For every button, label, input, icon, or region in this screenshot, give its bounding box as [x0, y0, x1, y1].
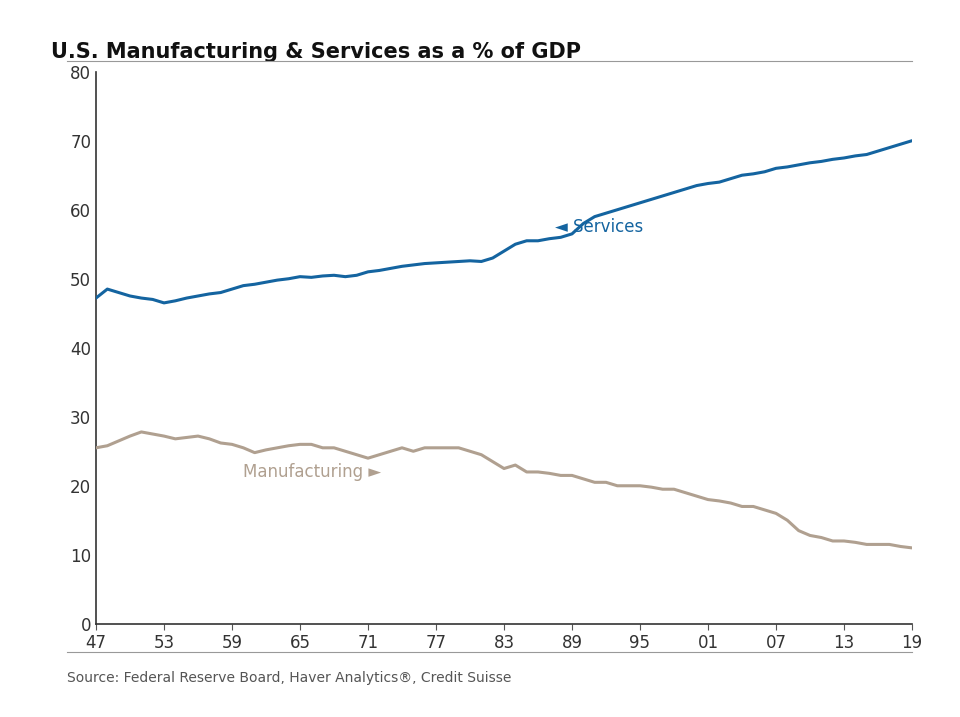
- Text: ◄ Services: ◄ Services: [555, 218, 643, 236]
- Text: U.S. Manufacturing & Services as a % of GDP: U.S. Manufacturing & Services as a % of …: [51, 42, 581, 62]
- Text: Manufacturing ►: Manufacturing ►: [243, 463, 381, 481]
- Text: Source: Federal Reserve Board, Haver Analytics®, Credit Suisse: Source: Federal Reserve Board, Haver Ana…: [67, 670, 512, 685]
